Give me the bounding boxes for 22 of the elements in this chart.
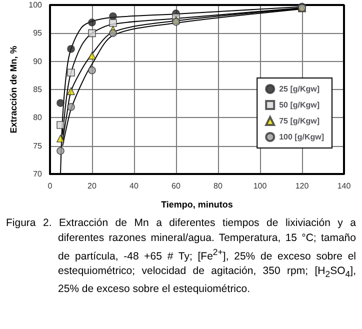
y-tick-label: 100 (28, 0, 43, 10)
x-tick-label: 100 (253, 182, 268, 190)
text: Figura 2. Extracción de Mn a diferentes tiempos de lixiviación y a diferentes razones mineral/agua. Temperatura, 15 °C; tamaño de partícula, -48 +65 # Ty; [Fe$^{2+}$], 25% de exceso sobre el estequiométrico; velocidad de agitación, 350 rpm; [H$_{2}$SO$_{4}$], 25% de exceso sobre el estequiométrico. (6, 217, 356, 295)
y-tick-label: 80 (33, 113, 43, 122)
legend-label: 25 [g/Kgw] (279, 84, 320, 94)
y-axis-title: Extracción de Mn, % (8, 46, 18, 134)
legend-label: 50 [g/Kgw] (279, 100, 320, 110)
y-tick-label: 85 (33, 85, 43, 94)
y-tick-label: 70 (33, 170, 43, 178)
x-tick-label: 120 (295, 182, 310, 190)
x-tick-label: 80 (214, 182, 223, 190)
x-tick-label: 140 (337, 182, 352, 190)
x-tick-label: 60 (172, 182, 181, 190)
legend-label: 75 [g/Kgw] (279, 116, 320, 126)
x-tick-label: 20 (88, 182, 97, 190)
x-tick-label: 0 (48, 182, 53, 190)
x-axis-title: Tiempo, minutos (161, 200, 233, 210)
y-tick-label: 75 (33, 141, 43, 150)
legend-label: 100 [g/Kgw] (279, 132, 324, 142)
x-tick-label: 40 (130, 182, 139, 190)
y-tick-label: 90 (33, 56, 43, 66)
y-tick-label: 95 (33, 28, 43, 38)
